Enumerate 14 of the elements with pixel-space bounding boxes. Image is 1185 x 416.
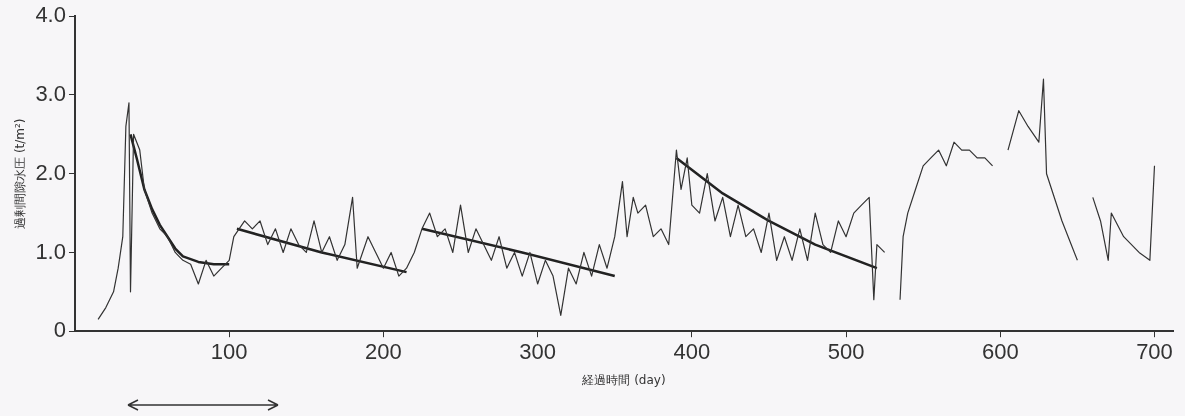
x-tick-label: 500 bbox=[827, 339, 865, 365]
y-tick-label: 4.0 bbox=[35, 2, 66, 28]
x-tick-label: 600 bbox=[981, 339, 1019, 365]
x-tick-label: 100 bbox=[210, 339, 248, 365]
x-tick-label: 300 bbox=[519, 339, 556, 365]
y-axis-title: 過剰間隙水圧 (t/m²) bbox=[13, 118, 28, 229]
x-tick-label: 400 bbox=[673, 339, 711, 365]
y-tick-label: 2.0 bbox=[35, 159, 66, 185]
y-tick-label: 0 bbox=[53, 317, 66, 343]
x-tick-label: 200 bbox=[365, 339, 402, 365]
y-tick-label: 1.0 bbox=[35, 238, 66, 264]
y-tick-label: 3.0 bbox=[35, 81, 66, 107]
x-axis-title: 経過時間 (day) bbox=[581, 372, 666, 387]
x-tick-label: 700 bbox=[1136, 339, 1173, 365]
